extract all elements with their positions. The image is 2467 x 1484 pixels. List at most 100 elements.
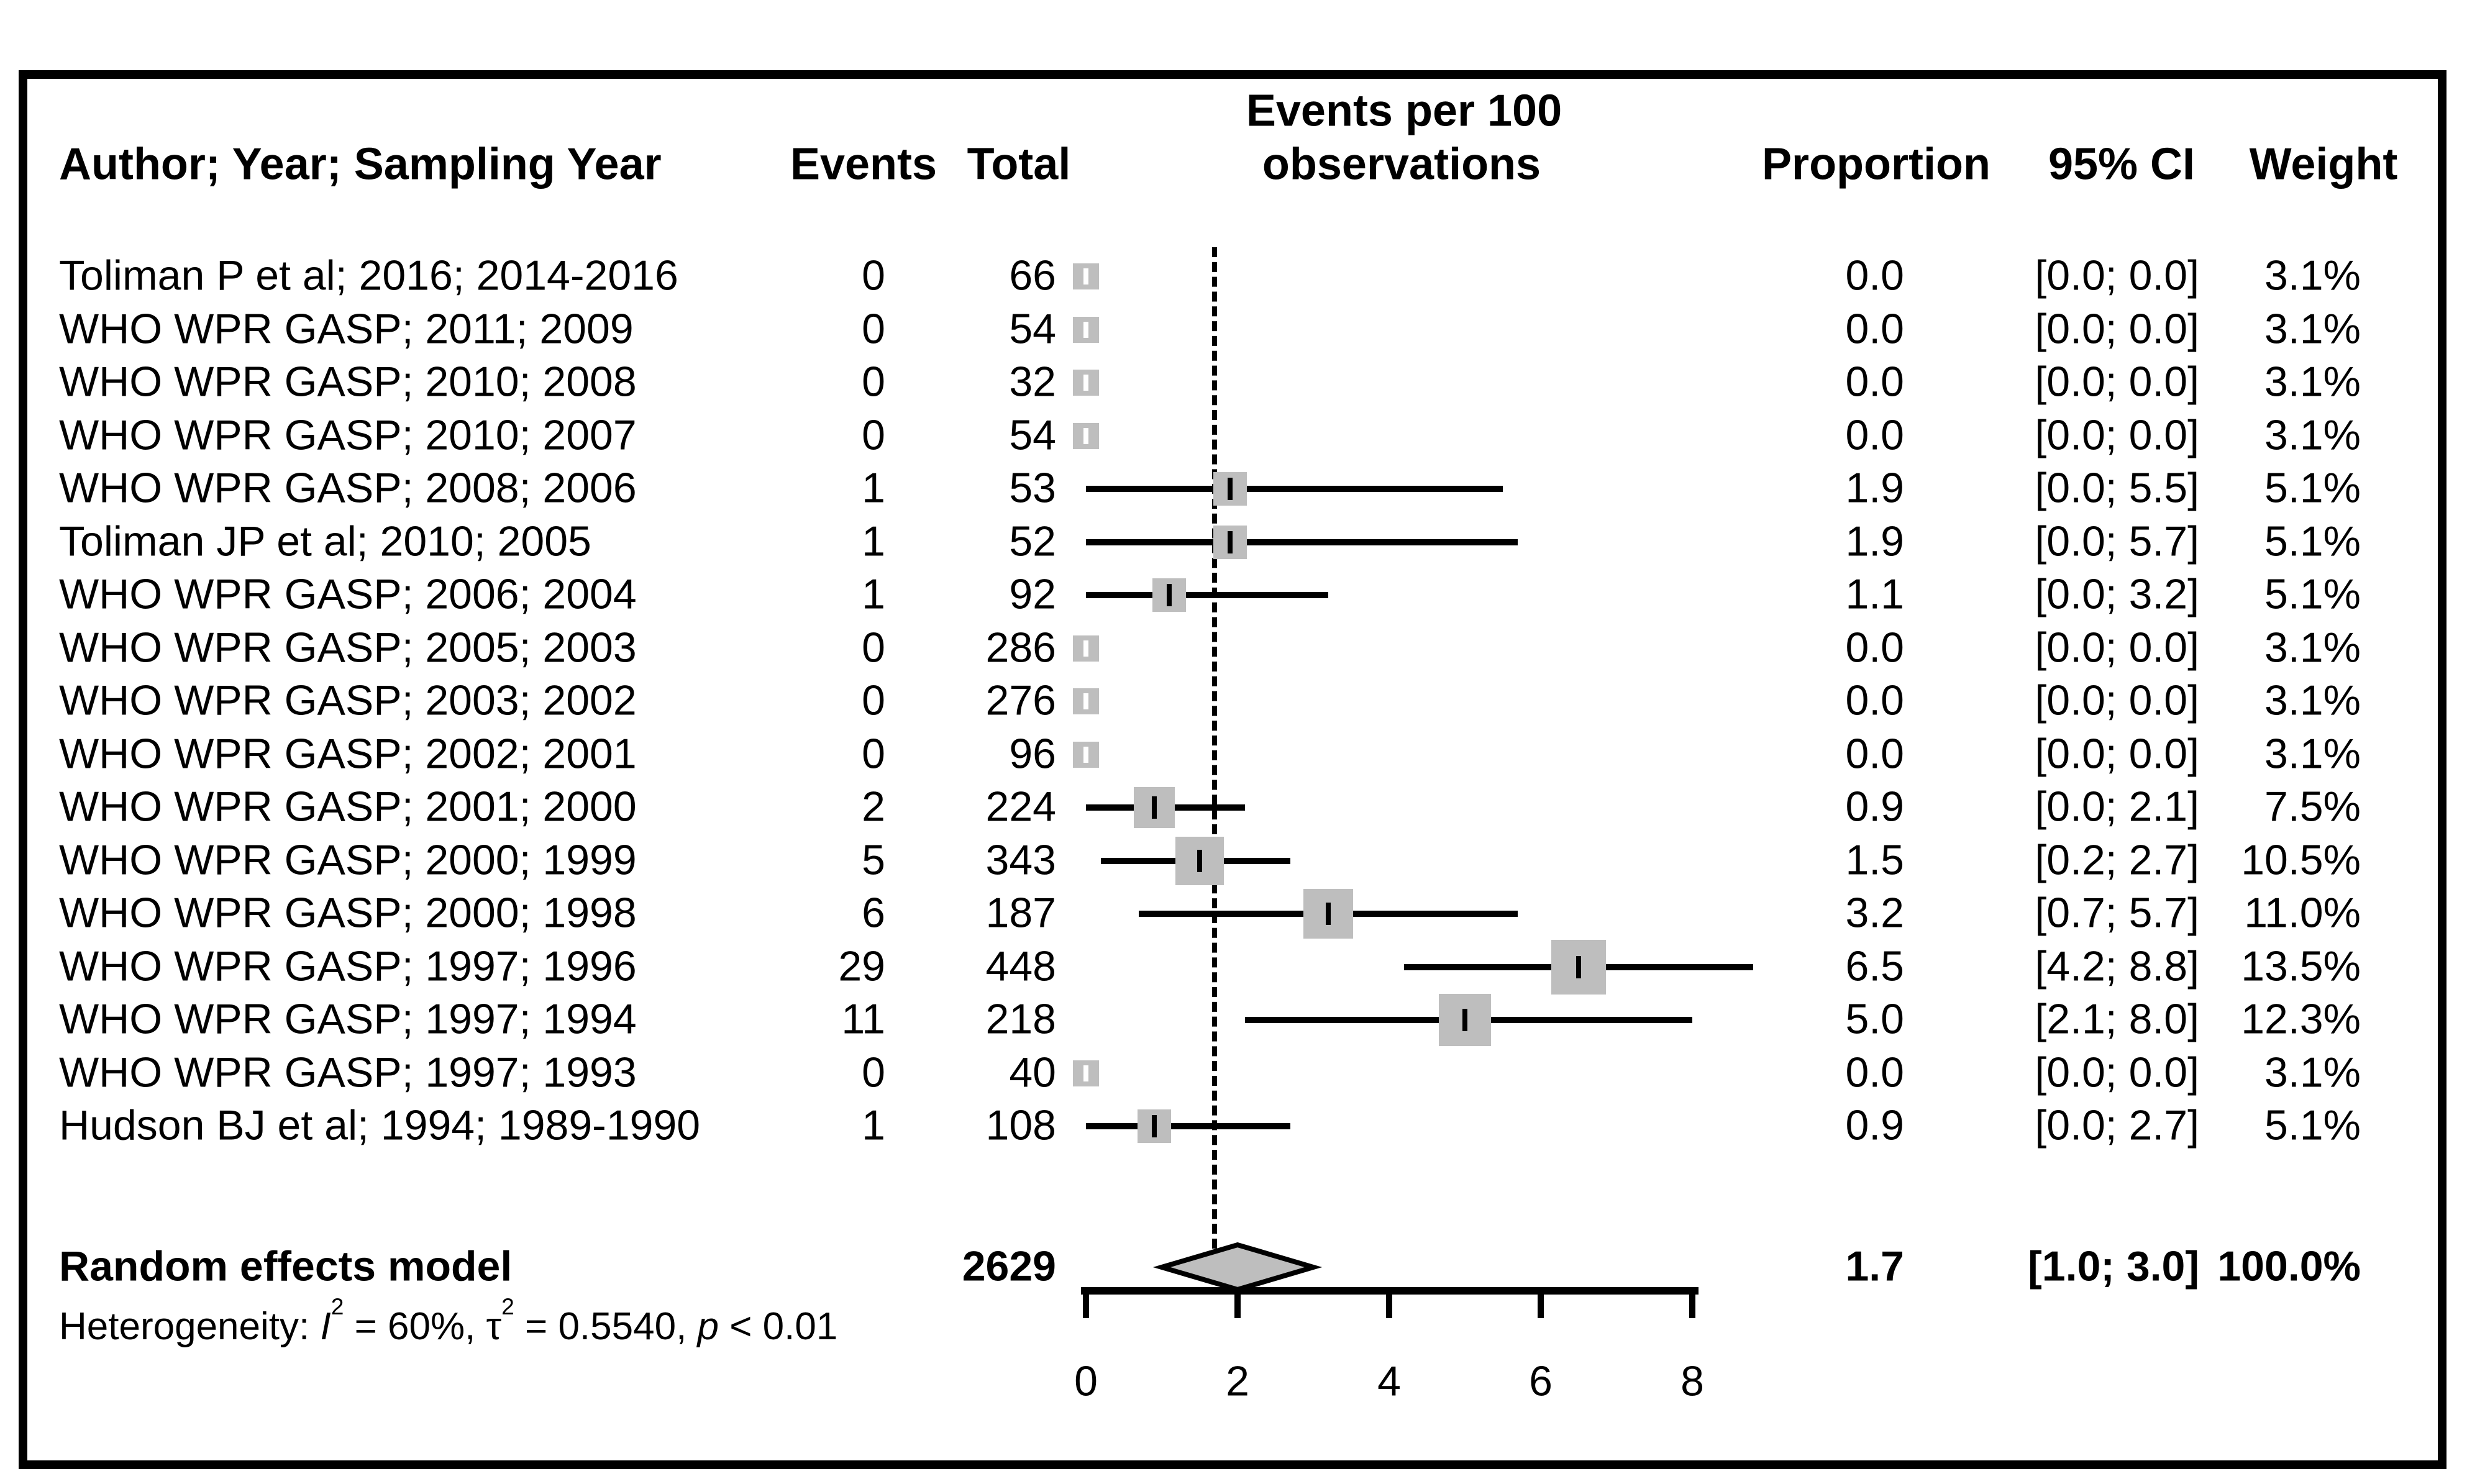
x-axis-tick — [1689, 1287, 1695, 1318]
study-total: 52 — [1009, 517, 1056, 565]
study-author: WHO WPR GASP; 1997; 1993 — [59, 1049, 637, 1096]
ci-line — [1086, 539, 1518, 545]
study-total: 224 — [985, 783, 1056, 831]
study-author: Hudson BJ et al; 1994; 1989-1990 — [59, 1101, 701, 1149]
study-proportion: 5.0 — [1845, 995, 1904, 1043]
study-author: WHO WPR GASP; 2002; 2001 — [59, 730, 637, 778]
study-proportion: 3.2 — [1845, 889, 1904, 937]
study-total: 54 — [1009, 411, 1056, 459]
tau-squared-exponent: 2 — [501, 1293, 514, 1319]
study-proportion: 1.1 — [1845, 570, 1904, 618]
study-total: 276 — [985, 676, 1056, 724]
study-author: WHO WPR GASP; 2010; 2008 — [59, 358, 637, 406]
study-weight: 12.3% — [2241, 995, 2361, 1043]
tau-squared-value: = 0.5540, — [514, 1304, 698, 1348]
i-squared-value: = 60%, — [344, 1304, 486, 1348]
study-proportion: 0.0 — [1845, 624, 1904, 671]
study-ci: [4.2; 8.8] — [2035, 942, 2199, 990]
study-events: 0 — [862, 411, 885, 459]
study-author: WHO WPR GASP; 2006; 2004 — [59, 570, 637, 618]
study-author: WHO WPR GASP; 2000; 1999 — [59, 836, 637, 884]
study-total: 343 — [985, 836, 1056, 884]
tau-squared-symbol: τ — [486, 1304, 502, 1348]
study-weight: 3.1% — [2264, 411, 2361, 459]
point-estimate-tick — [1227, 478, 1233, 500]
study-proportion: 0.0 — [1845, 730, 1904, 778]
x-axis-tick-label: 0 — [1074, 1357, 1098, 1405]
column-header-events: Events — [790, 139, 937, 189]
figure-border — [19, 70, 2446, 1469]
study-proportion: 0.9 — [1845, 1101, 1904, 1149]
study-author: Toliman P et al; 2016; 2014-2016 — [59, 252, 678, 299]
point-estimate-tick — [1227, 530, 1233, 553]
study-ci: [0.0; 0.0] — [2035, 358, 2199, 406]
point-estimate-tick — [1167, 584, 1172, 606]
point-estimate-tick — [1083, 693, 1088, 709]
overall-ci: [1.0; 3.0] — [2028, 1242, 2199, 1290]
study-proportion: 0.0 — [1845, 252, 1904, 299]
study-total: 66 — [1009, 252, 1056, 299]
study-proportion: 1.9 — [1845, 517, 1904, 565]
study-ci: [0.0; 5.7] — [2035, 517, 2199, 565]
study-total: 54 — [1009, 305, 1056, 353]
column-header-ci: 95% CI — [2048, 139, 2196, 189]
study-ci: [0.0; 2.7] — [2035, 1101, 2199, 1149]
column-header-author: Author; Year; Sampling Year — [59, 139, 662, 189]
study-weight: 3.1% — [2264, 252, 2361, 299]
study-total: 96 — [1009, 730, 1056, 778]
study-proportion: 0.9 — [1845, 783, 1904, 831]
study-ci: [0.0; 3.2] — [2035, 570, 2199, 618]
study-events: 0 — [862, 730, 885, 778]
study-total: 40 — [1009, 1049, 1056, 1096]
study-total: 92 — [1009, 570, 1056, 618]
study-ci: [0.0; 0.0] — [2035, 624, 2199, 671]
study-author: WHO WPR GASP; 1997; 1994 — [59, 995, 637, 1043]
study-weight: 3.1% — [2264, 624, 2361, 671]
study-author: Toliman JP et al; 2010; 2005 — [59, 517, 591, 565]
study-weight: 13.5% — [2241, 942, 2361, 990]
study-total: 286 — [985, 624, 1056, 671]
study-total: 53 — [1009, 464, 1056, 512]
point-estimate-tick — [1083, 640, 1088, 657]
study-ci: [0.0; 0.0] — [2035, 676, 2199, 724]
x-axis-tick — [1234, 1287, 1241, 1318]
column-header-total: Total — [967, 139, 1071, 189]
study-ci: [2.1; 8.0] — [2035, 995, 2199, 1043]
x-axis-tick — [1083, 1287, 1089, 1318]
study-proportion: 0.0 — [1845, 358, 1904, 406]
study-ci: [0.7; 5.7] — [2035, 889, 2199, 937]
i-squared-symbol: I — [320, 1304, 331, 1348]
diamond-svg — [1152, 1242, 1323, 1293]
study-proportion: 0.0 — [1845, 1049, 1904, 1096]
overall-label: Random effects model — [59, 1242, 513, 1290]
overall-total: 2629 — [962, 1242, 1056, 1290]
point-estimate-tick — [1083, 321, 1088, 338]
study-events: 0 — [862, 358, 885, 406]
plot-title-line1: Events per 100 — [1246, 86, 1562, 136]
p-symbol: p — [697, 1304, 719, 1348]
x-axis-tick — [1538, 1287, 1544, 1318]
point-estimate-tick — [1462, 1009, 1467, 1031]
x-axis-tick-label: 4 — [1377, 1357, 1401, 1405]
study-proportion: 1.5 — [1845, 836, 1904, 884]
study-weight: 3.1% — [2264, 305, 2361, 353]
study-total: 32 — [1009, 358, 1056, 406]
study-events: 1 — [862, 570, 885, 618]
study-weight: 3.1% — [2264, 730, 2361, 778]
study-events: 29 — [838, 942, 885, 990]
point-estimate-tick — [1083, 746, 1088, 763]
study-weight: 5.1% — [2264, 517, 2361, 565]
study-author: WHO WPR GASP; 2000; 1998 — [59, 889, 637, 937]
study-ci: [0.0; 0.0] — [2035, 305, 2199, 353]
study-events: 1 — [862, 1101, 885, 1149]
study-weight: 11.0% — [2244, 889, 2361, 937]
study-weight: 5.1% — [2264, 464, 2361, 512]
study-total: 108 — [985, 1101, 1056, 1149]
study-events: 5 — [862, 836, 885, 884]
study-weight: 7.5% — [2264, 783, 2361, 831]
study-proportion: 6.5 — [1845, 942, 1904, 990]
study-ci: [0.0; 0.0] — [2035, 252, 2199, 299]
point-estimate-tick — [1151, 1115, 1157, 1137]
ci-line — [1086, 486, 1503, 492]
study-ci: [0.0; 0.0] — [2035, 411, 2199, 459]
